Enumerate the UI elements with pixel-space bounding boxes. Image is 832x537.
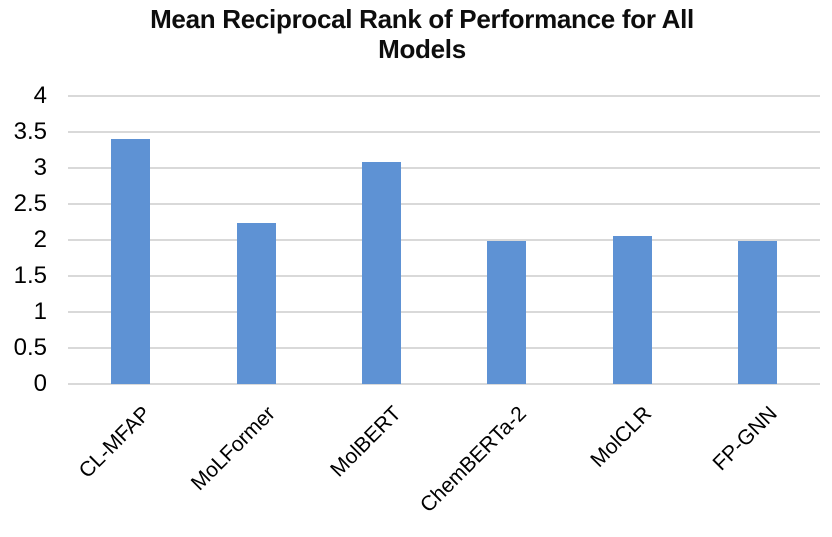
x-axis-tick-label: MoLFormer bbox=[187, 402, 281, 496]
gridline bbox=[68, 131, 820, 133]
gridline bbox=[68, 347, 820, 349]
bar-molbert bbox=[361, 162, 401, 384]
x-axis-tick-label: ChemBERTa-2 bbox=[415, 402, 531, 518]
y-axis-tick-label: 4 bbox=[33, 82, 47, 109]
chart-title: Mean Reciprocal Rank of Performance for … bbox=[17, 4, 827, 64]
x-axis-tick-label: MolCLR bbox=[586, 402, 657, 472]
y-axis-tick-label: 2 bbox=[33, 226, 47, 253]
bar-chemberta-2 bbox=[487, 241, 527, 384]
gridline bbox=[68, 383, 820, 385]
bar-fp-gnn bbox=[737, 241, 777, 384]
y-axis-tick-label: 3 bbox=[33, 154, 47, 181]
bar-cl-mfap bbox=[111, 139, 151, 384]
x-axis-tick-label: FP-GNN bbox=[708, 402, 782, 476]
bar-molclr bbox=[612, 236, 652, 384]
y-axis-tick-label: 1.5 bbox=[13, 262, 47, 289]
gridline bbox=[68, 95, 820, 97]
y-axis-tick-label: 2.5 bbox=[13, 190, 47, 217]
y-axis-tick-label: 0 bbox=[33, 370, 47, 397]
y-axis-tick-label: 1 bbox=[33, 298, 47, 325]
gridline bbox=[68, 167, 820, 169]
gridline bbox=[68, 275, 820, 277]
y-axis-tick-label: 3.5 bbox=[13, 118, 47, 145]
chart-title-line-2: Models bbox=[378, 34, 466, 64]
gridline bbox=[68, 311, 820, 313]
x-axis-tick-label: CL-MFAP bbox=[74, 402, 155, 483]
y-axis-tick-label: 0.5 bbox=[13, 334, 47, 361]
chart-title-line-1: Mean Reciprocal Rank of Performance for … bbox=[150, 4, 694, 34]
gridline bbox=[68, 203, 820, 205]
bar-molformer bbox=[236, 223, 276, 384]
x-axis-tick-label: MolBERT bbox=[326, 402, 406, 482]
plot-area bbox=[68, 95, 820, 385]
gridline bbox=[68, 239, 820, 241]
